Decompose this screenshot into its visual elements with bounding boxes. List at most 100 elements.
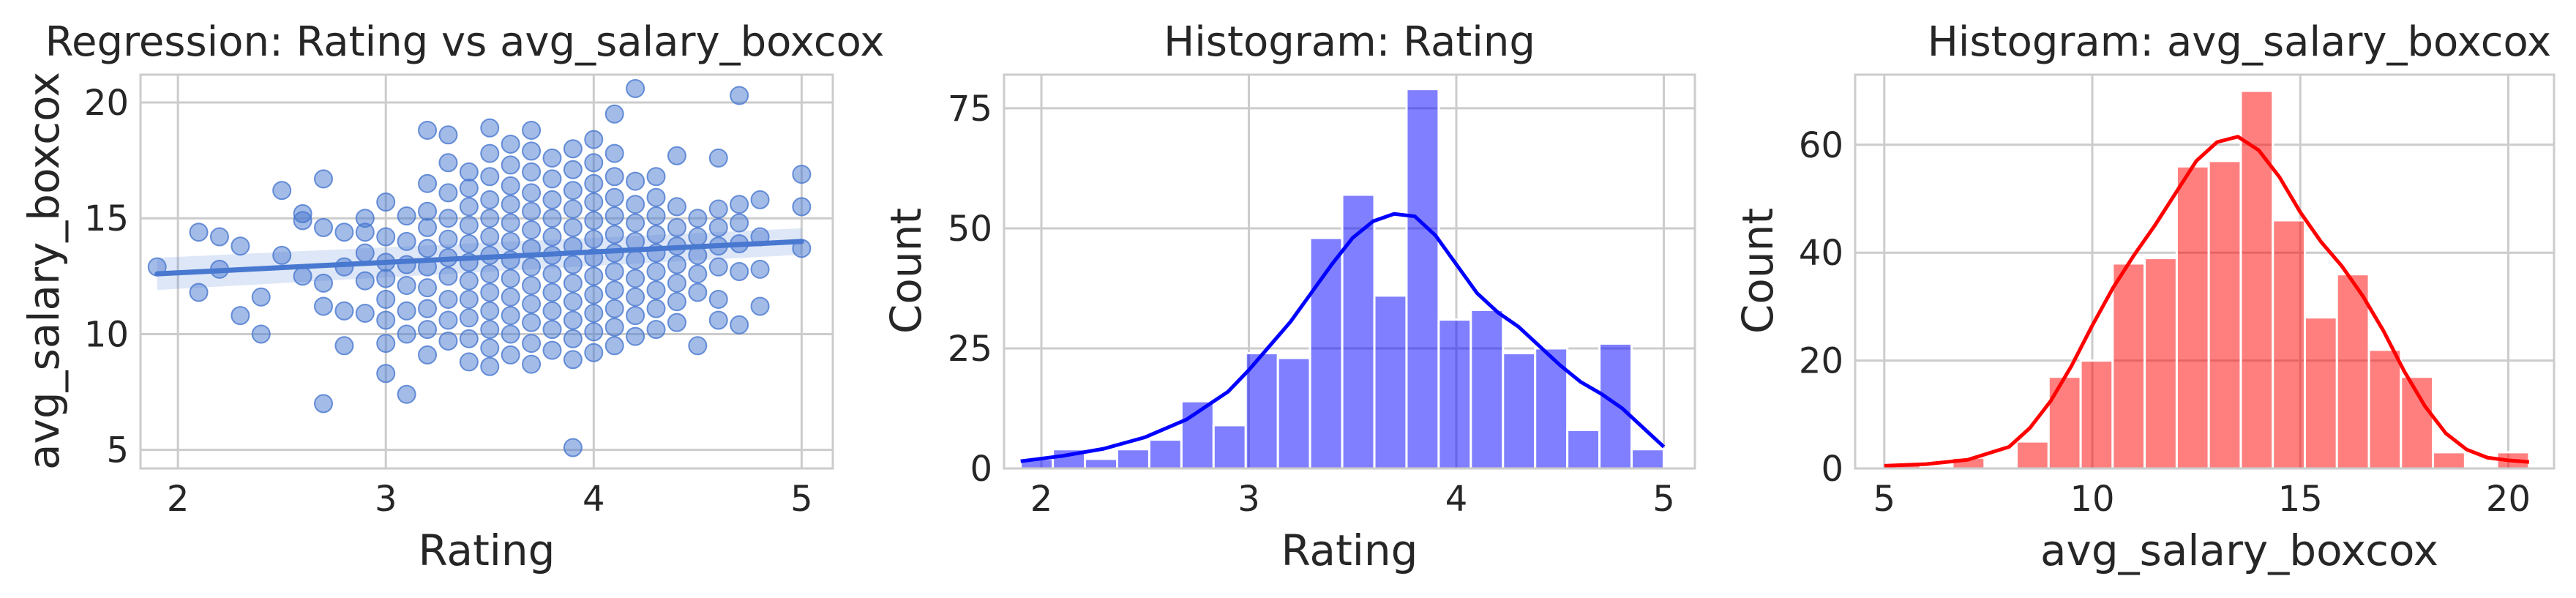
scatter-point [563, 160, 583, 179]
scatter-point [730, 195, 749, 214]
regression-y-tick-label: 15 [84, 198, 129, 239]
scatter-point [626, 250, 645, 270]
scatter-point [604, 143, 624, 163]
scatter-point [563, 438, 583, 457]
scatter-point [542, 283, 562, 302]
salary-histogram-y-tick-label: 0 [1821, 449, 1843, 490]
scatter-point [480, 190, 500, 209]
scatter-point [418, 320, 438, 340]
scatter-point [438, 229, 458, 249]
scatter-point [604, 167, 624, 187]
scatter-point [522, 313, 542, 332]
scatter-point [604, 317, 624, 337]
scatter-point [563, 329, 583, 348]
scatter-point [604, 336, 624, 356]
rating-histogram-y-tick-label: 75 [948, 89, 992, 130]
rating-histogram-title: Histogram: Rating [1164, 18, 1535, 66]
scatter-point [459, 329, 479, 348]
scatter-point [542, 209, 562, 228]
scatter-point [708, 289, 728, 309]
scatter-point [480, 118, 500, 138]
scatter-point [542, 301, 562, 321]
regression-y-tick-label: 20 [84, 83, 129, 124]
rating-histogram-y-tick-label: 50 [948, 209, 992, 250]
scatter-point [459, 289, 479, 309]
histogram-bar [1598, 342, 1633, 470]
salary-histogram-x-tick-label: 10 [2070, 479, 2114, 520]
scatter-point [376, 289, 396, 309]
scatter-point [688, 336, 708, 356]
scatter-point [626, 78, 645, 98]
scatter-point [501, 324, 520, 344]
scatter-point [459, 352, 479, 372]
scatter-point [480, 209, 500, 228]
histogram-bar [1341, 193, 1376, 470]
scatter-point [501, 176, 520, 195]
scatter-point [418, 217, 438, 237]
scatter-point [231, 306, 250, 326]
scatter-point [542, 190, 562, 209]
histogram-bar [2367, 348, 2403, 470]
scatter-point [626, 287, 645, 307]
scatter-point [563, 273, 583, 293]
kde-curve [1884, 135, 2530, 468]
salary-histogram-title: Histogram: avg_salary_boxcox [1928, 18, 2551, 66]
scatter-point [584, 153, 604, 173]
scatter-point [688, 209, 708, 228]
scatter-point [584, 193, 604, 212]
rating-histogram-y-label: Count [881, 208, 931, 334]
scatter-point [563, 255, 583, 274]
scatter-point [480, 301, 500, 321]
scatter-point [334, 336, 354, 356]
scatter-point [750, 296, 770, 316]
scatter-point [667, 313, 686, 332]
scatter-point [397, 275, 416, 295]
scatter-point [397, 301, 416, 321]
scatter-point [522, 354, 542, 374]
regression-x-tick-label: 2 [167, 479, 190, 520]
scatter-point [542, 320, 562, 340]
scatter-point [376, 227, 396, 247]
histogram-bar [2272, 219, 2306, 470]
scatter-point [626, 269, 645, 288]
scatter-point [418, 201, 438, 221]
scatter-point [604, 187, 624, 207]
scatter-point [189, 283, 209, 302]
scatter-point [626, 195, 645, 214]
scatter-point [792, 197, 812, 217]
histogram-bar [1566, 429, 1601, 470]
scatter-point [334, 223, 354, 242]
scatter-point [376, 334, 396, 354]
scatter-point [501, 195, 520, 214]
scatter-point [730, 315, 749, 334]
scatter-point [604, 104, 624, 124]
scatter-point [209, 227, 229, 247]
scatter-point [418, 345, 438, 365]
scatter-point [376, 193, 396, 212]
scatter-point [459, 162, 479, 182]
scatter-point [542, 227, 562, 247]
scatter-point [522, 120, 542, 140]
salary-histogram-y-tick-label: 60 [1799, 125, 1843, 166]
scatter-point [604, 299, 624, 318]
histogram-bar [1084, 457, 1118, 470]
scatter-point [563, 292, 583, 312]
scatter-point [334, 301, 354, 321]
rating-histogram-y-tick-label: 0 [970, 449, 992, 490]
histogram-bar [2143, 257, 2178, 470]
scatter-point [231, 236, 250, 256]
scatter-point [501, 306, 520, 326]
scatter-point [438, 183, 458, 203]
scatter-point [397, 206, 416, 226]
scatter-point [667, 273, 686, 293]
rating-histogram-x-tick-label: 2 [1030, 479, 1053, 520]
scatter-point [459, 234, 479, 254]
histogram-bar [1469, 308, 1505, 470]
histogram-bar [2175, 165, 2210, 470]
scatter-point [480, 143, 500, 163]
scatter-point [646, 206, 666, 226]
scatter-point [584, 322, 604, 342]
scatter-point [646, 320, 666, 340]
histogram-bar [2015, 440, 2050, 470]
histogram-bar [2207, 160, 2242, 470]
